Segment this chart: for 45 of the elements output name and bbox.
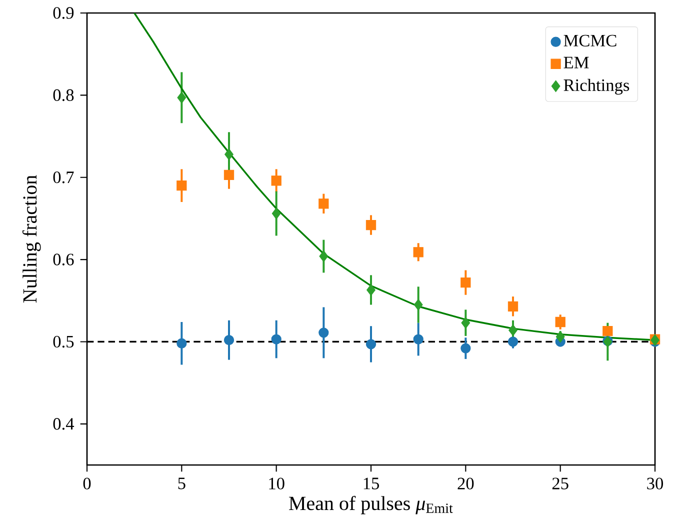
- point: [271, 176, 282, 186]
- point: [177, 92, 186, 104]
- x-tick-label: 15: [364, 478, 379, 490]
- legend-label: EM: [564, 56, 589, 68]
- x-tick-label: 30: [647, 478, 664, 490]
- y-tick-label: 0.8: [53, 89, 74, 102]
- y-tick-label: 0.5: [53, 336, 74, 348]
- y-axis-title: Nulling fraction: [22, 175, 41, 303]
- point: [460, 277, 471, 288]
- point: [271, 334, 282, 344]
- point: [366, 339, 376, 350]
- x-tick-label: 10: [269, 478, 284, 490]
- point: [318, 328, 329, 338]
- x-tick-label: 25: [552, 478, 568, 490]
- point: [508, 324, 518, 336]
- point: [508, 301, 518, 312]
- legend-label: Richtings: [564, 78, 630, 95]
- point: [224, 335, 234, 346]
- point: [366, 220, 376, 230]
- y-tick-label: 0.7: [53, 171, 74, 184]
- point: [461, 316, 470, 329]
- point: [556, 330, 565, 343]
- x-axis-title: Mean of pulses μ$_{Emit}$: [289, 496, 453, 514]
- point: [176, 338, 187, 348]
- point: [224, 148, 234, 160]
- point: [413, 334, 424, 344]
- point: [413, 247, 424, 258]
- legend-label: MCMC: [564, 34, 616, 46]
- point: [318, 198, 329, 209]
- point: [508, 336, 518, 347]
- y-tick-label: 0.6: [53, 254, 74, 266]
- point: [602, 326, 613, 336]
- x-tick-label: 0: [83, 478, 91, 490]
- y-tick-label: 0.4: [53, 418, 74, 430]
- point: [272, 208, 281, 220]
- y-tick-label: 0.9: [53, 7, 74, 19]
- point: [555, 316, 566, 328]
- point: [176, 180, 187, 191]
- x-tick-label: 5: [178, 478, 186, 490]
- point: [414, 298, 423, 311]
- point: [224, 170, 234, 180]
- point: [366, 284, 376, 296]
- point: [319, 250, 328, 262]
- point: [460, 343, 471, 354]
- x-tick-label: 20: [458, 478, 474, 490]
